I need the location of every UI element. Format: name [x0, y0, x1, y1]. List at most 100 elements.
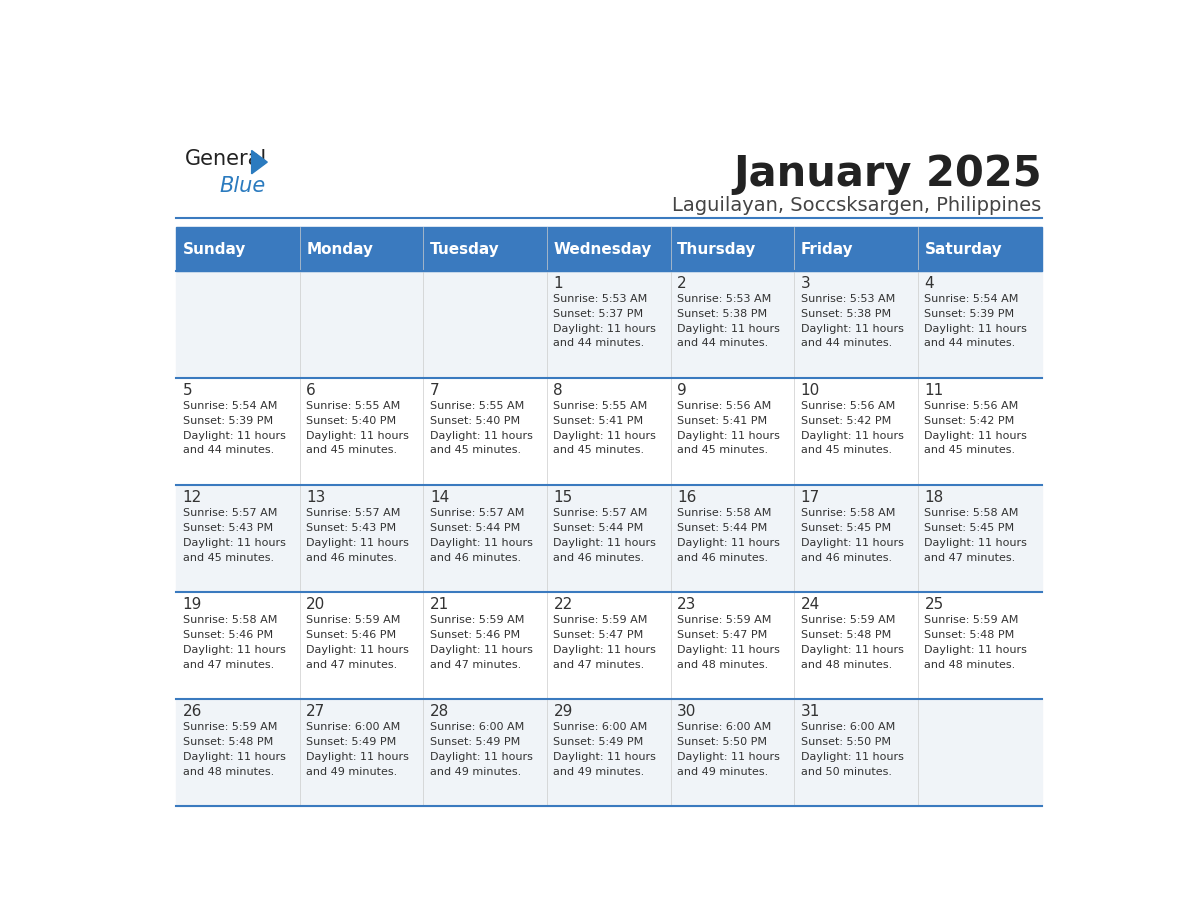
Text: Sunset: 5:44 PM: Sunset: 5:44 PM — [677, 523, 767, 532]
Bar — [176, 486, 1042, 592]
Text: 26: 26 — [183, 704, 202, 720]
Text: and 45 minutes.: and 45 minutes. — [307, 445, 397, 455]
Text: Daylight: 11 hours: Daylight: 11 hours — [307, 752, 409, 762]
Text: Daylight: 11 hours: Daylight: 11 hours — [801, 644, 904, 655]
Text: Sunrise: 5:57 AM: Sunrise: 5:57 AM — [307, 508, 400, 518]
Text: and 46 minutes.: and 46 minutes. — [307, 553, 397, 563]
Text: Sunset: 5:46 PM: Sunset: 5:46 PM — [307, 630, 397, 640]
Text: Sunset: 5:37 PM: Sunset: 5:37 PM — [554, 308, 644, 319]
Text: Daylight: 11 hours: Daylight: 11 hours — [801, 324, 904, 333]
Text: Laguilayan, Soccsksargen, Philippines: Laguilayan, Soccsksargen, Philippines — [672, 196, 1042, 216]
Text: and 49 minutes.: and 49 minutes. — [554, 767, 645, 777]
Text: Sunset: 5:43 PM: Sunset: 5:43 PM — [307, 523, 397, 532]
Text: 12: 12 — [183, 490, 202, 505]
Text: Daylight: 11 hours: Daylight: 11 hours — [307, 644, 409, 655]
Text: Daylight: 11 hours: Daylight: 11 hours — [924, 431, 1028, 441]
Text: Sunrise: 5:57 AM: Sunrise: 5:57 AM — [183, 508, 277, 518]
Text: 6: 6 — [307, 384, 316, 398]
Text: Sunrise: 5:55 AM: Sunrise: 5:55 AM — [554, 401, 647, 411]
Text: 4: 4 — [924, 276, 934, 291]
Text: Blue: Blue — [220, 176, 266, 196]
Text: and 48 minutes.: and 48 minutes. — [183, 767, 273, 777]
Text: and 45 minutes.: and 45 minutes. — [677, 445, 769, 455]
Text: 30: 30 — [677, 704, 696, 720]
Text: Daylight: 11 hours: Daylight: 11 hours — [677, 324, 781, 333]
Text: Sunrise: 5:54 AM: Sunrise: 5:54 AM — [183, 401, 277, 411]
Bar — [176, 227, 1042, 272]
Bar — [176, 272, 1042, 378]
Text: 1: 1 — [554, 276, 563, 291]
Text: Sunrise: 6:00 AM: Sunrise: 6:00 AM — [677, 722, 771, 732]
Text: Sunset: 5:47 PM: Sunset: 5:47 PM — [554, 630, 644, 640]
Text: Sunset: 5:44 PM: Sunset: 5:44 PM — [430, 523, 520, 532]
Text: Daylight: 11 hours: Daylight: 11 hours — [924, 644, 1028, 655]
Text: Daylight: 11 hours: Daylight: 11 hours — [554, 538, 656, 548]
Text: Sunrise: 6:00 AM: Sunrise: 6:00 AM — [307, 722, 400, 732]
Text: Sunset: 5:43 PM: Sunset: 5:43 PM — [183, 523, 273, 532]
Text: Sunrise: 5:59 AM: Sunrise: 5:59 AM — [924, 615, 1019, 625]
Text: Sunrise: 6:00 AM: Sunrise: 6:00 AM — [430, 722, 524, 732]
Text: and 45 minutes.: and 45 minutes. — [554, 445, 645, 455]
Text: Sunrise: 5:59 AM: Sunrise: 5:59 AM — [430, 615, 524, 625]
Text: 18: 18 — [924, 490, 943, 505]
Text: 15: 15 — [554, 490, 573, 505]
Text: Daylight: 11 hours: Daylight: 11 hours — [183, 431, 285, 441]
Text: Wednesday: Wednesday — [554, 241, 652, 256]
Text: 3: 3 — [801, 276, 810, 291]
Text: and 46 minutes.: and 46 minutes. — [801, 553, 892, 563]
Text: Sunset: 5:45 PM: Sunset: 5:45 PM — [924, 523, 1015, 532]
Text: Sunset: 5:38 PM: Sunset: 5:38 PM — [677, 308, 767, 319]
Text: 24: 24 — [801, 598, 820, 612]
Text: and 50 minutes.: and 50 minutes. — [801, 767, 892, 777]
Text: and 44 minutes.: and 44 minutes. — [801, 339, 892, 349]
Text: 23: 23 — [677, 598, 696, 612]
Text: Sunset: 5:49 PM: Sunset: 5:49 PM — [430, 737, 520, 747]
Text: Sunrise: 5:53 AM: Sunrise: 5:53 AM — [677, 294, 771, 304]
Text: Daylight: 11 hours: Daylight: 11 hours — [430, 538, 532, 548]
Text: Sunset: 5:49 PM: Sunset: 5:49 PM — [554, 737, 644, 747]
Text: Sunset: 5:45 PM: Sunset: 5:45 PM — [801, 523, 891, 532]
Text: Sunset: 5:44 PM: Sunset: 5:44 PM — [554, 523, 644, 532]
Text: 22: 22 — [554, 598, 573, 612]
Text: Sunset: 5:42 PM: Sunset: 5:42 PM — [924, 416, 1015, 426]
Text: Daylight: 11 hours: Daylight: 11 hours — [183, 752, 285, 762]
Text: 8: 8 — [554, 384, 563, 398]
Text: Sunrise: 5:56 AM: Sunrise: 5:56 AM — [801, 401, 895, 411]
Text: Friday: Friday — [801, 241, 853, 256]
Text: and 49 minutes.: and 49 minutes. — [430, 767, 522, 777]
Text: Sunset: 5:39 PM: Sunset: 5:39 PM — [924, 308, 1015, 319]
Text: 17: 17 — [801, 490, 820, 505]
Text: and 46 minutes.: and 46 minutes. — [430, 553, 522, 563]
Text: and 45 minutes.: and 45 minutes. — [430, 445, 522, 455]
Text: Sunrise: 5:59 AM: Sunrise: 5:59 AM — [307, 615, 400, 625]
Text: Daylight: 11 hours: Daylight: 11 hours — [677, 644, 781, 655]
Text: Sunrise: 5:58 AM: Sunrise: 5:58 AM — [183, 615, 277, 625]
Text: Sunrise: 5:58 AM: Sunrise: 5:58 AM — [677, 508, 771, 518]
Text: January 2025: January 2025 — [733, 152, 1042, 195]
Text: Sunrise: 5:54 AM: Sunrise: 5:54 AM — [924, 294, 1019, 304]
Text: Sunrise: 5:58 AM: Sunrise: 5:58 AM — [801, 508, 895, 518]
Text: 27: 27 — [307, 704, 326, 720]
Text: 16: 16 — [677, 490, 696, 505]
Polygon shape — [252, 151, 267, 174]
Text: Daylight: 11 hours: Daylight: 11 hours — [677, 431, 781, 441]
Text: Sunset: 5:48 PM: Sunset: 5:48 PM — [924, 630, 1015, 640]
Text: Sunset: 5:40 PM: Sunset: 5:40 PM — [430, 416, 520, 426]
Text: Daylight: 11 hours: Daylight: 11 hours — [554, 752, 656, 762]
Text: 2: 2 — [677, 276, 687, 291]
Text: Sunset: 5:41 PM: Sunset: 5:41 PM — [554, 416, 644, 426]
Text: 21: 21 — [430, 598, 449, 612]
Text: Daylight: 11 hours: Daylight: 11 hours — [307, 538, 409, 548]
Text: 10: 10 — [801, 384, 820, 398]
Text: 14: 14 — [430, 490, 449, 505]
Text: Daylight: 11 hours: Daylight: 11 hours — [924, 324, 1028, 333]
Text: and 47 minutes.: and 47 minutes. — [554, 659, 645, 669]
Text: 13: 13 — [307, 490, 326, 505]
Text: 31: 31 — [801, 704, 820, 720]
Text: and 49 minutes.: and 49 minutes. — [677, 767, 769, 777]
Bar — [176, 700, 1042, 806]
Text: Sunrise: 5:53 AM: Sunrise: 5:53 AM — [801, 294, 895, 304]
Text: 25: 25 — [924, 598, 943, 612]
Text: Sunset: 5:50 PM: Sunset: 5:50 PM — [801, 737, 891, 747]
Text: and 47 minutes.: and 47 minutes. — [307, 659, 398, 669]
